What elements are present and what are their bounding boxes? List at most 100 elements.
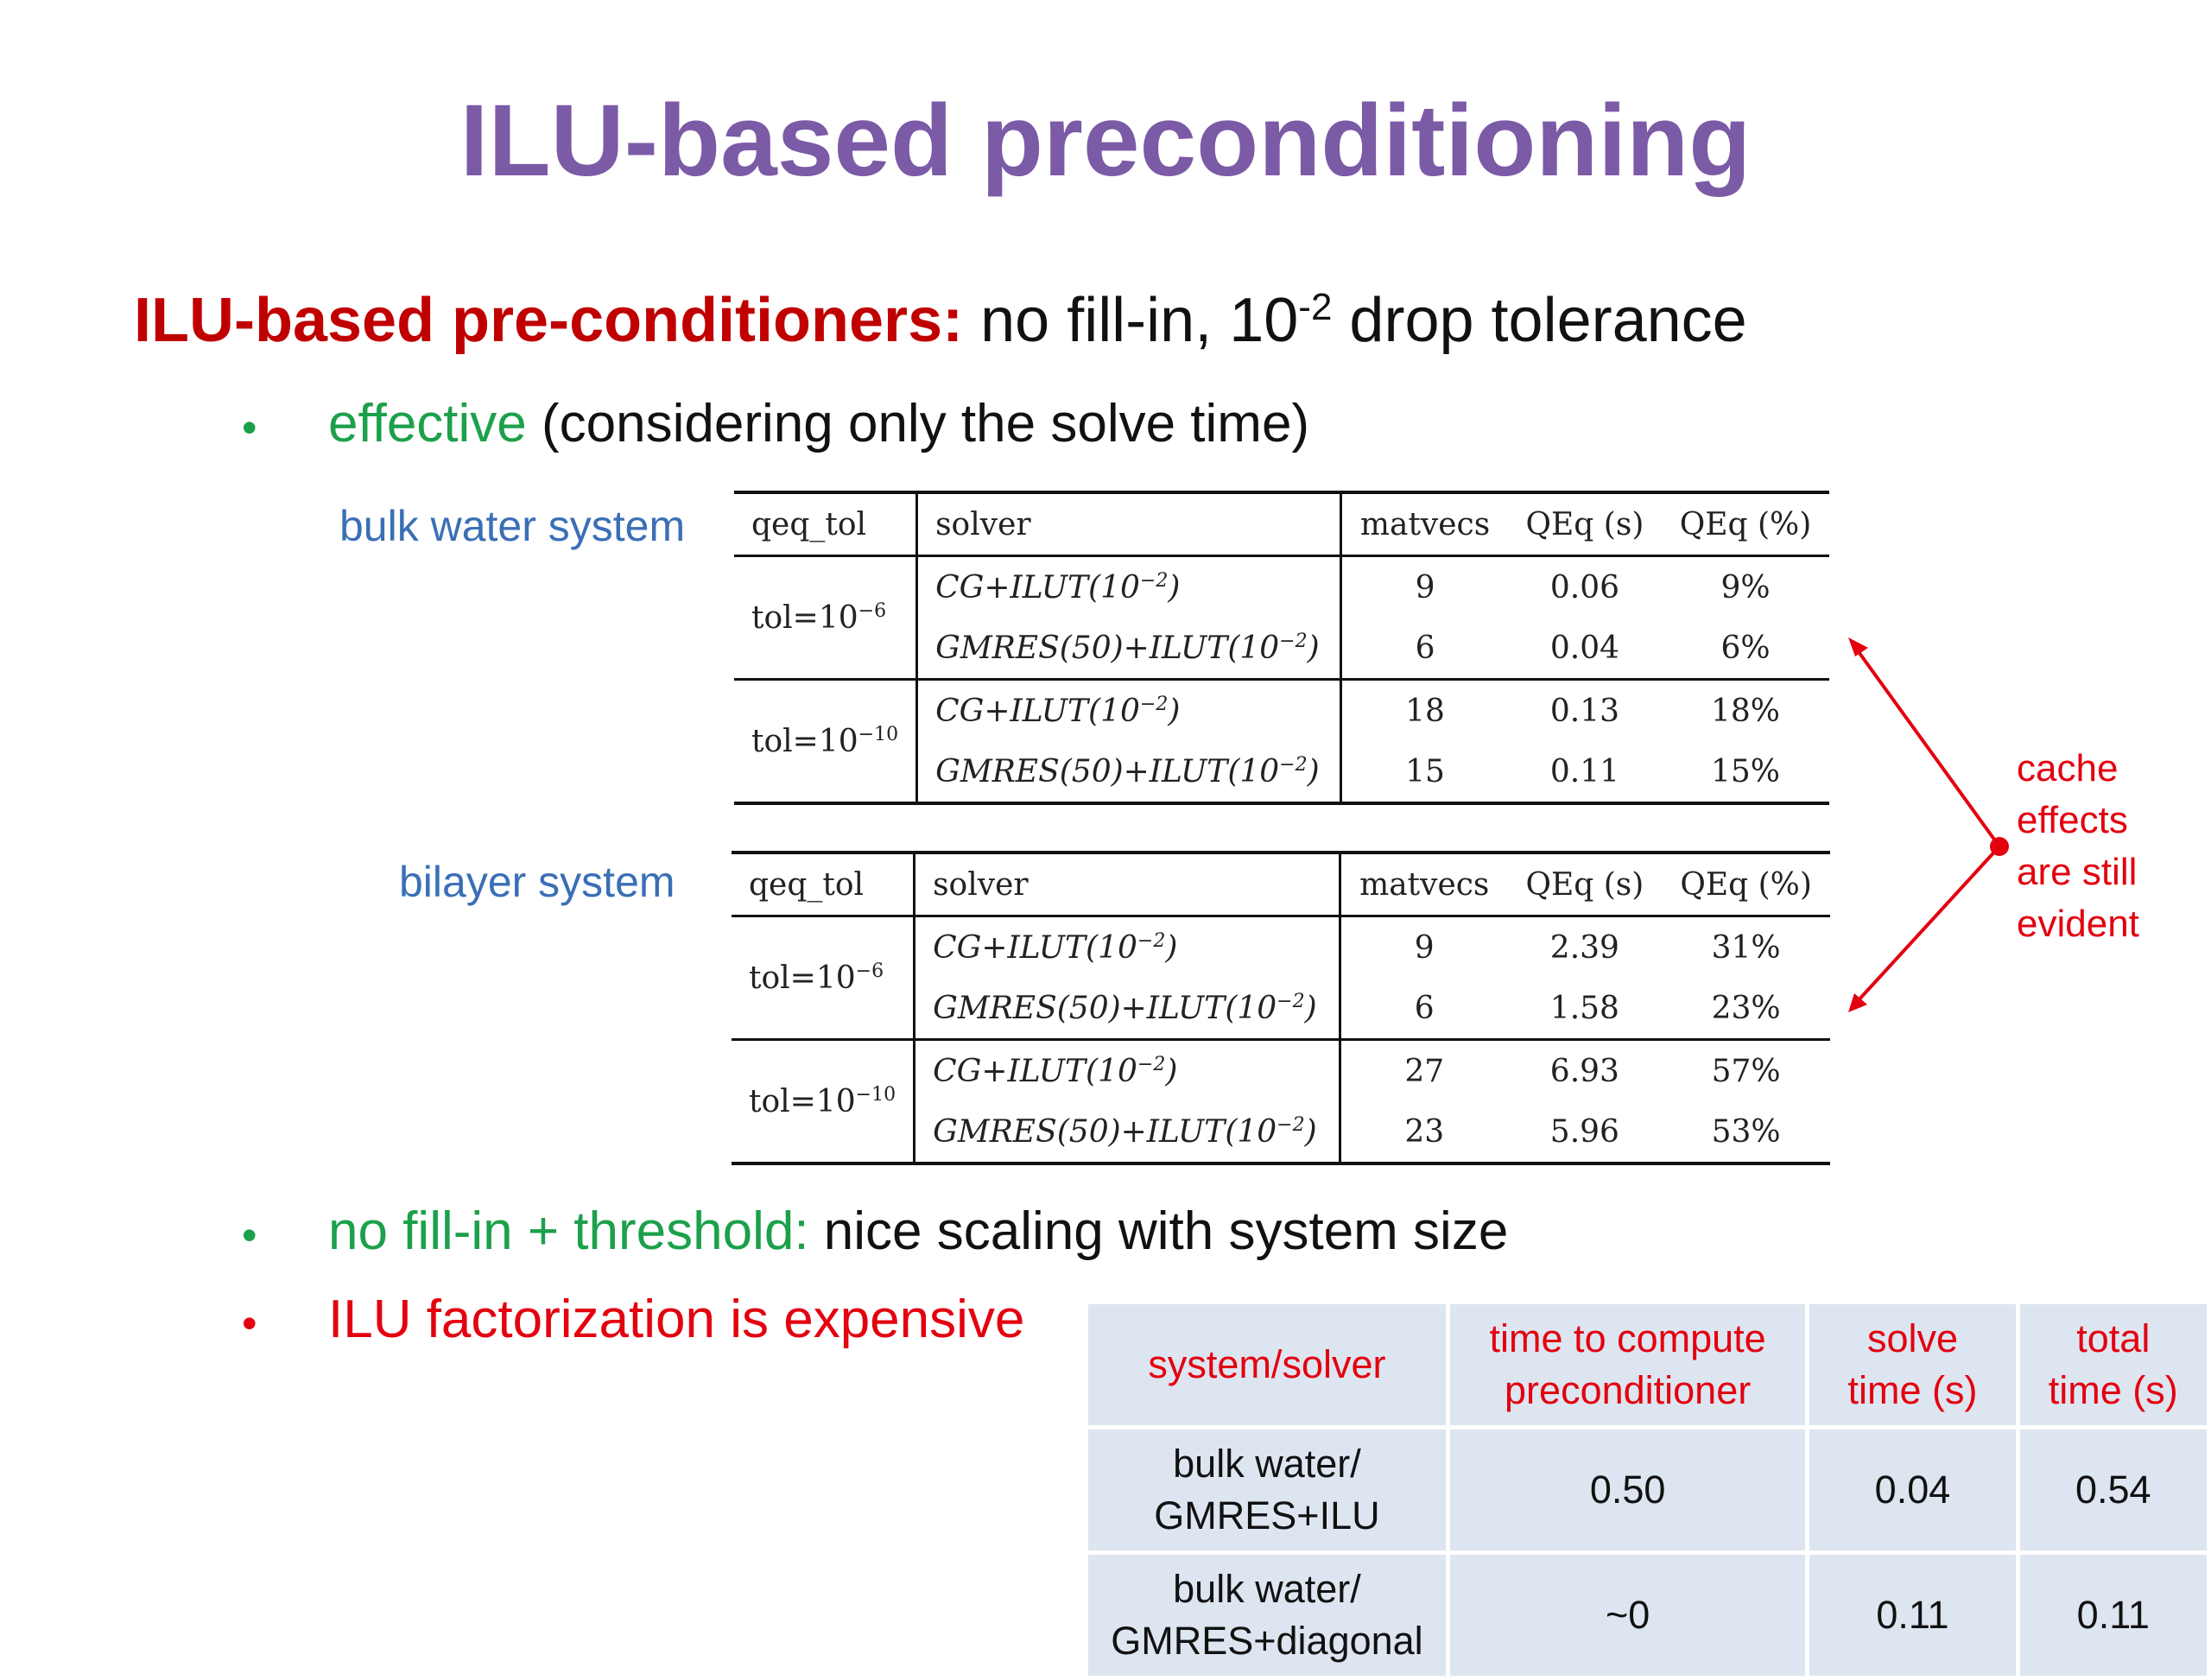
tol-exponent: −6 bbox=[858, 599, 887, 622]
matvecs-cell: 9 bbox=[1414, 929, 1435, 966]
solver-exponent: −2 bbox=[1277, 1113, 1305, 1136]
tol-cell: tol=10−10 bbox=[734, 679, 919, 805]
heading-text-before: no fill-in, 10 bbox=[963, 286, 1299, 355]
heading-highlight: ILU-based pre-conditioners: bbox=[134, 286, 964, 355]
header-qeq-tol: qeq_tol bbox=[732, 851, 916, 917]
qeq-s-cell: 5.96 bbox=[1507, 1101, 1663, 1165]
table-row: bulk water/ GMRES+ILU 0.50 0.04 0.54 bbox=[1084, 1425, 2211, 1555]
solver-name: GMRES(50)+ILUT(10 bbox=[935, 630, 1280, 666]
solver-close: ) bbox=[1168, 569, 1181, 605]
header-matvecs: matvecs bbox=[1340, 491, 1508, 557]
qeq-pct-cell: 57% bbox=[1711, 1053, 1781, 1089]
arrow-up-line bbox=[1855, 648, 2001, 848]
solver-name: GMRES(50)+ILUT(10 bbox=[933, 1113, 1277, 1150]
solver-close: ) bbox=[1304, 990, 1317, 1026]
tol-cell: tol=10−6 bbox=[734, 555, 919, 681]
solver-cell: GMRES(50)+ILUT(10−2) bbox=[916, 741, 1343, 805]
solver-exponent: −2 bbox=[1279, 753, 1308, 776]
qeq-pct-cell: 31% bbox=[1711, 929, 1781, 966]
header-solver: solver bbox=[914, 851, 1342, 917]
tol-cell: tol=10−6 bbox=[732, 916, 916, 1041]
cache-note: cache effects are still evident bbox=[2017, 743, 2139, 950]
solver-close: ) bbox=[1165, 1053, 1178, 1089]
solver-close: ) bbox=[1165, 929, 1178, 966]
tol-exponent: −10 bbox=[858, 723, 899, 745]
matvecs-cell: 15 bbox=[1340, 741, 1508, 805]
heading-exponent: -2 bbox=[1298, 286, 1333, 328]
solver-name: GMRES(50)+ILUT(10 bbox=[935, 753, 1280, 789]
qeq-pct-cell: 9% bbox=[1720, 569, 1771, 605]
cost-header-row: system/solver time to compute preconditi… bbox=[1084, 1300, 2211, 1430]
slide-title: ILU-based preconditioning bbox=[459, 84, 1752, 198]
header-line: preconditioner bbox=[1505, 1368, 1752, 1412]
bullet-expensive: • ILU factorization is expensive bbox=[242, 1289, 1024, 1350]
table-header-row: qeq_tol solver matvecs QEq (s) QEq (%) bbox=[732, 851, 1830, 917]
solver-exponent: −2 bbox=[1139, 693, 1169, 715]
bullet-colored-text: no fill-in + threshold: bbox=[328, 1201, 809, 1261]
table-row: tol=10−10 CG+ILUT(10−2) 27 6.93 57% bbox=[732, 1039, 1830, 1165]
bullet-dot: • bbox=[242, 1210, 257, 1259]
solver-name: CG+ILUT(10 bbox=[935, 569, 1140, 605]
qeq-s-cell: 0.04 bbox=[1507, 618, 1663, 681]
solve-cell: 0.11 bbox=[1805, 1550, 2020, 1680]
solver-exponent: −2 bbox=[1137, 1053, 1166, 1075]
table-row: GMRES(50)+ILUT(10−2) 23 5.96 53% bbox=[732, 1101, 1830, 1165]
solver-cell: CG+ILUT(10−2) bbox=[916, 555, 1343, 618]
header-line: total bbox=[2076, 1316, 2151, 1360]
qeq-s-cell: 1.58 bbox=[1507, 978, 1663, 1041]
solver-name: GMRES(50)+ILUT(10 bbox=[933, 990, 1277, 1026]
solver-cell: CG+ILUT(10−2) bbox=[914, 1039, 1342, 1101]
matvecs-cell: 6 bbox=[1340, 978, 1508, 1041]
precond-cell: ~0 bbox=[1445, 1550, 1810, 1680]
header-line: time to compute bbox=[1489, 1316, 1766, 1360]
bulk-water-table: qeq_tol solver matvecs QEq (s) QEq (%) t… bbox=[734, 491, 1829, 805]
bullet-scaling: • no fill-in + threshold: nice scaling wi… bbox=[242, 1201, 1508, 1262]
header-qeq-tol: qeq_tol bbox=[734, 491, 919, 557]
heading-text-after: drop tolerance bbox=[1332, 286, 1747, 355]
solver-exponent: −2 bbox=[1139, 569, 1169, 592]
solver-cell: CG+ILUT(10−2) bbox=[914, 916, 1342, 978]
tol-base: tol=10 bbox=[749, 1083, 856, 1119]
slide-heading: ILU-based pre-conditioners: no fill-in, … bbox=[134, 285, 1747, 356]
cost-header-system: system/solver bbox=[1084, 1300, 1450, 1430]
bullet-colored-text: ILU factorization is expensive bbox=[328, 1290, 1025, 1349]
table-row: bulk water/ GMRES+diagonal ~0 0.11 0.11 bbox=[1084, 1550, 2211, 1680]
bilayer-label: bilayer system bbox=[399, 858, 675, 906]
bullet-colored-text: effective bbox=[328, 394, 527, 453]
bulk-water-label: bulk water system bbox=[339, 502, 686, 550]
solver-cell: GMRES(50)+ILUT(10−2) bbox=[914, 1101, 1342, 1165]
bilayer-table: qeq_tol solver matvecs QEq (s) QEq (%) t… bbox=[732, 851, 1830, 1165]
header-solver: solver bbox=[916, 491, 1343, 557]
header-line: solve bbox=[1866, 1316, 1958, 1360]
header-line: time (s) bbox=[1847, 1368, 1978, 1412]
qeq-s-cell: 0.13 bbox=[1549, 693, 1620, 729]
solve-cell: 0.04 bbox=[1805, 1425, 2020, 1555]
header-qeq-s: QEq (s) bbox=[1507, 851, 1663, 917]
solver-name: CG+ILUT(10 bbox=[935, 693, 1140, 729]
solver-name: CG+ILUT(10 bbox=[933, 929, 1137, 966]
solver-cell: GMRES(50)+ILUT(10−2) bbox=[916, 618, 1343, 681]
precond-cell: 0.50 bbox=[1445, 1425, 1810, 1555]
bullet-text: (considering only the solve time) bbox=[526, 394, 1310, 453]
matvecs-cell: 9 bbox=[1415, 569, 1435, 605]
matvecs-cell: 23 bbox=[1340, 1101, 1508, 1165]
system-line: GMRES+diagonal bbox=[1111, 1619, 1423, 1663]
cost-header-total: total time (s) bbox=[2015, 1300, 2211, 1430]
tol-cell: tol=10−10 bbox=[732, 1039, 916, 1165]
solver-close: ) bbox=[1168, 693, 1181, 729]
matvecs-cell: 6 bbox=[1340, 618, 1508, 681]
cost-table: system/solver time to compute preconditi… bbox=[1084, 1300, 2211, 1680]
qeq-s-cell: 0.11 bbox=[1507, 741, 1663, 805]
solver-close: ) bbox=[1304, 1113, 1317, 1150]
qeq-pct-cell: 6% bbox=[1662, 618, 1829, 681]
note-line: evident bbox=[2017, 903, 2139, 945]
system-line: bulk water/ bbox=[1173, 1567, 1361, 1611]
qeq-pct-cell: 53% bbox=[1662, 1101, 1830, 1165]
bullet-effective: • effective (considering only the solve t… bbox=[242, 393, 1309, 454]
table-row: GMRES(50)+ILUT(10−2) 6 0.04 6% bbox=[734, 618, 1829, 681]
table-row: tol=10−10 CG+ILUT(10−2) 18 0.13 18% bbox=[734, 679, 1829, 805]
solver-cell: CG+ILUT(10−2) bbox=[916, 679, 1343, 741]
note-line: are still bbox=[2017, 851, 2138, 893]
total-cell: 0.54 bbox=[2015, 1425, 2211, 1555]
